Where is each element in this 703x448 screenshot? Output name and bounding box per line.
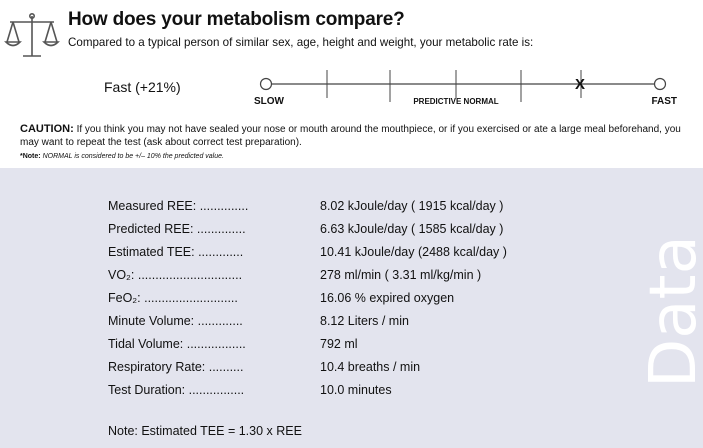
page-subtitle: Compared to a typical person of similar … <box>68 36 534 49</box>
result-label-minute-volume: Minute Volume: ............. <box>108 314 243 328</box>
normal-note: *Note: NORMAL is considered to be +/– 10… <box>20 153 224 160</box>
svg-text:Data: Data <box>637 235 701 388</box>
comparison-section: How does your metabolism compare? Compar… <box>0 0 703 168</box>
result-label-estimated-tee: Estimated TEE: ............. <box>108 245 244 259</box>
result-value-test-duration: 10.0 minutes <box>320 383 392 397</box>
gauge-fast-label: FAST <box>651 96 677 107</box>
caution-body: If you think you may not have sealed you… <box>20 124 681 148</box>
result-label-vo2: VO₂: .............................. <box>108 268 243 282</box>
result-value-vo2: 278 ml/min ( 3.31 ml/kg/min ) <box>320 268 482 282</box>
result-value-respiratory-rate: 10.4 breaths / min <box>320 360 421 374</box>
result-value-estimated-tee: 10.41 kJoule/day (2488 kcal/day ) <box>320 245 507 259</box>
metabolic-rate-label: Fast (+21%) <box>104 79 181 95</box>
result-value-feo2: 16.06 % expired oxygen <box>320 291 455 305</box>
balance-scale-icon <box>4 12 60 57</box>
normal-note-heading: *Note: <box>20 153 41 160</box>
results-section <box>0 168 703 448</box>
normal-note-body: NORMAL is considered to be +/– 10% the p… <box>42 153 224 160</box>
result-value-minute-volume: 8.12 Liters / min <box>320 314 409 328</box>
result-label-feo2: FeO₂: ........................... <box>108 291 238 305</box>
result-label-respiratory-rate: Respiratory Rate: .......... <box>108 360 244 374</box>
gauge-normal-label: PREDICTIVE NORMAL <box>413 97 498 106</box>
caution-heading: CAUTION: <box>20 123 74 135</box>
result-value-predicted-ree: 6.63 kJoule/day ( 1585 kcal/day ) <box>320 222 504 236</box>
gauge-slow-label: SLOW <box>254 96 285 107</box>
gauge-marker: X <box>575 76 585 93</box>
page-title: How does your metabolism compare? <box>68 9 405 30</box>
result-label-predicted-ree: Predicted REE: .............. <box>108 222 246 236</box>
result-value-tidal-volume: 792 ml <box>320 337 358 351</box>
gauge-fast-end <box>653 77 667 91</box>
tee-footnote: Note: Estimated TEE = 1.30 x REE <box>108 424 302 438</box>
data-watermark: Data <box>637 235 701 388</box>
result-label-test-duration: Test Duration: ................ <box>108 383 245 397</box>
caution-text: CAUTION: If you think you may not have s… <box>20 123 690 149</box>
result-label-measured-ree: Measured REE: .............. <box>108 199 249 213</box>
result-label-tidal-volume: Tidal Volume: ................. <box>108 337 246 351</box>
metabolic-rate-gauge: X SLOW PREDICTIVE NORMAL FAST <box>254 70 677 107</box>
result-value-measured-ree: 8.02 kJoule/day ( 1915 kcal/day ) <box>320 199 504 213</box>
gauge-slow-end <box>259 77 273 91</box>
